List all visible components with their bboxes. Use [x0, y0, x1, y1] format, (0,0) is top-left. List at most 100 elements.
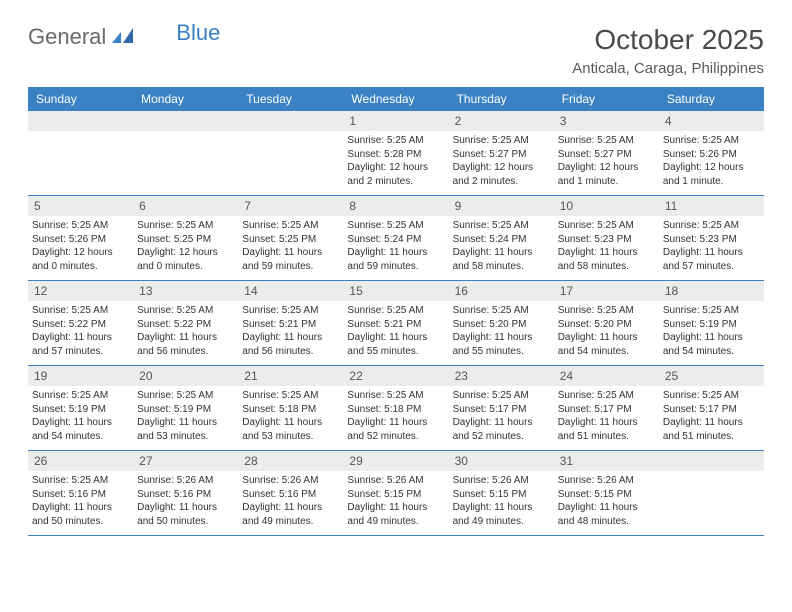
day-info-line: Sunset: 5:22 PM [137, 318, 234, 332]
day-info-line: Sunset: 5:16 PM [242, 488, 339, 502]
day-info-line: Sunrise: 5:26 AM [242, 474, 339, 488]
day-info-line: Daylight: 12 hours [32, 246, 129, 260]
day-number: 6 [133, 196, 238, 216]
day-info-line: Sunrise: 5:25 AM [663, 389, 760, 403]
day-info-line: Sunrise: 5:25 AM [663, 134, 760, 148]
day-info-line: and 48 minutes. [558, 515, 655, 529]
day-info-line: Sunrise: 5:26 AM [453, 474, 550, 488]
day-number: 28 [238, 451, 343, 471]
day-cell: 23Sunrise: 5:25 AMSunset: 5:17 PMDayligh… [449, 366, 554, 450]
day-info-line: Sunrise: 5:25 AM [347, 389, 444, 403]
day-number: 19 [28, 366, 133, 386]
day-info-line: and 52 minutes. [453, 430, 550, 444]
day-cell: 18Sunrise: 5:25 AMSunset: 5:19 PMDayligh… [659, 281, 764, 365]
day-cell [659, 451, 764, 535]
day-info-line: Daylight: 11 hours [663, 246, 760, 260]
weekday-header: Thursday [449, 87, 554, 111]
day-info-line: and 57 minutes. [32, 345, 129, 359]
day-info-line: Sunset: 5:17 PM [453, 403, 550, 417]
day-info-line: Sunrise: 5:25 AM [137, 219, 234, 233]
day-cell: 13Sunrise: 5:25 AMSunset: 5:22 PMDayligh… [133, 281, 238, 365]
day-number [133, 111, 238, 131]
day-info-line: and 54 minutes. [558, 345, 655, 359]
day-info-line: and 56 minutes. [137, 345, 234, 359]
day-cell: 12Sunrise: 5:25 AMSunset: 5:22 PMDayligh… [28, 281, 133, 365]
day-info-line: Daylight: 11 hours [663, 416, 760, 430]
day-info-line: Sunset: 5:16 PM [32, 488, 129, 502]
day-number: 5 [28, 196, 133, 216]
day-info-line: and 50 minutes. [32, 515, 129, 529]
day-info-line: Sunset: 5:19 PM [663, 318, 760, 332]
day-info-line: and 57 minutes. [663, 260, 760, 274]
day-info-line: and 1 minute. [558, 175, 655, 189]
day-info-line: Sunset: 5:21 PM [242, 318, 339, 332]
day-cell: 30Sunrise: 5:26 AMSunset: 5:15 PMDayligh… [449, 451, 554, 535]
day-info-line: and 58 minutes. [558, 260, 655, 274]
day-cell: 19Sunrise: 5:25 AMSunset: 5:19 PMDayligh… [28, 366, 133, 450]
day-info-line: Sunset: 5:19 PM [32, 403, 129, 417]
day-number: 30 [449, 451, 554, 471]
day-info-line: and 0 minutes. [32, 260, 129, 274]
day-info-line: Sunrise: 5:25 AM [347, 219, 444, 233]
day-info-line: Sunrise: 5:25 AM [558, 389, 655, 403]
day-info-line: Daylight: 11 hours [347, 331, 444, 345]
day-cell: 28Sunrise: 5:26 AMSunset: 5:16 PMDayligh… [238, 451, 343, 535]
day-number [659, 451, 764, 471]
day-number: 21 [238, 366, 343, 386]
day-info-line: Sunrise: 5:25 AM [32, 304, 129, 318]
day-cell: 26Sunrise: 5:25 AMSunset: 5:16 PMDayligh… [28, 451, 133, 535]
day-info-line: and 2 minutes. [347, 175, 444, 189]
day-number: 26 [28, 451, 133, 471]
day-info-line: Daylight: 11 hours [453, 416, 550, 430]
day-cell: 8Sunrise: 5:25 AMSunset: 5:24 PMDaylight… [343, 196, 448, 280]
day-info-line: Daylight: 11 hours [137, 331, 234, 345]
day-info-line: and 52 minutes. [347, 430, 444, 444]
day-info-line: Sunset: 5:25 PM [137, 233, 234, 247]
day-number: 16 [449, 281, 554, 301]
day-cell: 5Sunrise: 5:25 AMSunset: 5:26 PMDaylight… [28, 196, 133, 280]
day-info-line: and 0 minutes. [137, 260, 234, 274]
day-cell: 3Sunrise: 5:25 AMSunset: 5:27 PMDaylight… [554, 111, 659, 195]
day-info-line: Sunset: 5:17 PM [558, 403, 655, 417]
day-info-line: Sunrise: 5:25 AM [32, 219, 129, 233]
day-info-line: Sunset: 5:27 PM [558, 148, 655, 162]
day-info-line: and 59 minutes. [242, 260, 339, 274]
day-number: 2 [449, 111, 554, 131]
day-number: 27 [133, 451, 238, 471]
day-info-line: Daylight: 11 hours [347, 246, 444, 260]
day-info-line: Sunset: 5:26 PM [663, 148, 760, 162]
day-number: 1 [343, 111, 448, 131]
day-cell: 29Sunrise: 5:26 AMSunset: 5:15 PMDayligh… [343, 451, 448, 535]
week-row: 1 Sunrise: 5:25 AM Sunset: 5:28 PM Daylight… [28, 111, 764, 196]
day-info-line: Daylight: 11 hours [137, 501, 234, 515]
day-info-line: Sunset: 5:15 PM [453, 488, 550, 502]
day-info-line: Sunrise: 5:25 AM [347, 304, 444, 318]
day-info-line: and 53 minutes. [137, 430, 234, 444]
day-info-line: Sunset: 5:15 PM [347, 488, 444, 502]
day-info-line: Sunset: 5:28 PM [347, 148, 444, 162]
day-info-line: Sunrise: 5:25 AM [453, 219, 550, 233]
day-info-line: and 50 minutes. [137, 515, 234, 529]
day-info-line: Daylight: 11 hours [453, 331, 550, 345]
weekday-header: Wednesday [343, 87, 448, 111]
day-cell: 25Sunrise: 5:25 AMSunset: 5:17 PMDayligh… [659, 366, 764, 450]
day-info-line: Sunset: 5:23 PM [663, 233, 760, 247]
day-cell [28, 111, 133, 195]
day-info-line: Daylight: 12 hours [558, 161, 655, 175]
day-info-line: and 56 minutes. [242, 345, 339, 359]
day-info-line: Sunset: 5:16 PM [137, 488, 234, 502]
day-cell: 27Sunrise: 5:26 AMSunset: 5:16 PMDayligh… [133, 451, 238, 535]
day-number: 12 [28, 281, 133, 301]
day-cell: 7Sunrise: 5:25 AMSunset: 5:25 PMDaylight… [238, 196, 343, 280]
day-info-line: Daylight: 11 hours [242, 416, 339, 430]
day-number: 15 [343, 281, 448, 301]
day-info-line: Sunset: 5:15 PM [558, 488, 655, 502]
day-number: 23 [449, 366, 554, 386]
day-info-line: Sunrise: 5:26 AM [347, 474, 444, 488]
day-info-line: and 54 minutes. [32, 430, 129, 444]
day-info-line: and 1 minute. [663, 175, 760, 189]
day-cell: 20Sunrise: 5:25 AMSunset: 5:19 PMDayligh… [133, 366, 238, 450]
day-info-line: Sunset: 5:21 PM [347, 318, 444, 332]
day-info-line: Daylight: 12 hours [453, 161, 550, 175]
calendar: SundayMondayTuesdayWednesdayThursdayFrid… [28, 87, 764, 536]
